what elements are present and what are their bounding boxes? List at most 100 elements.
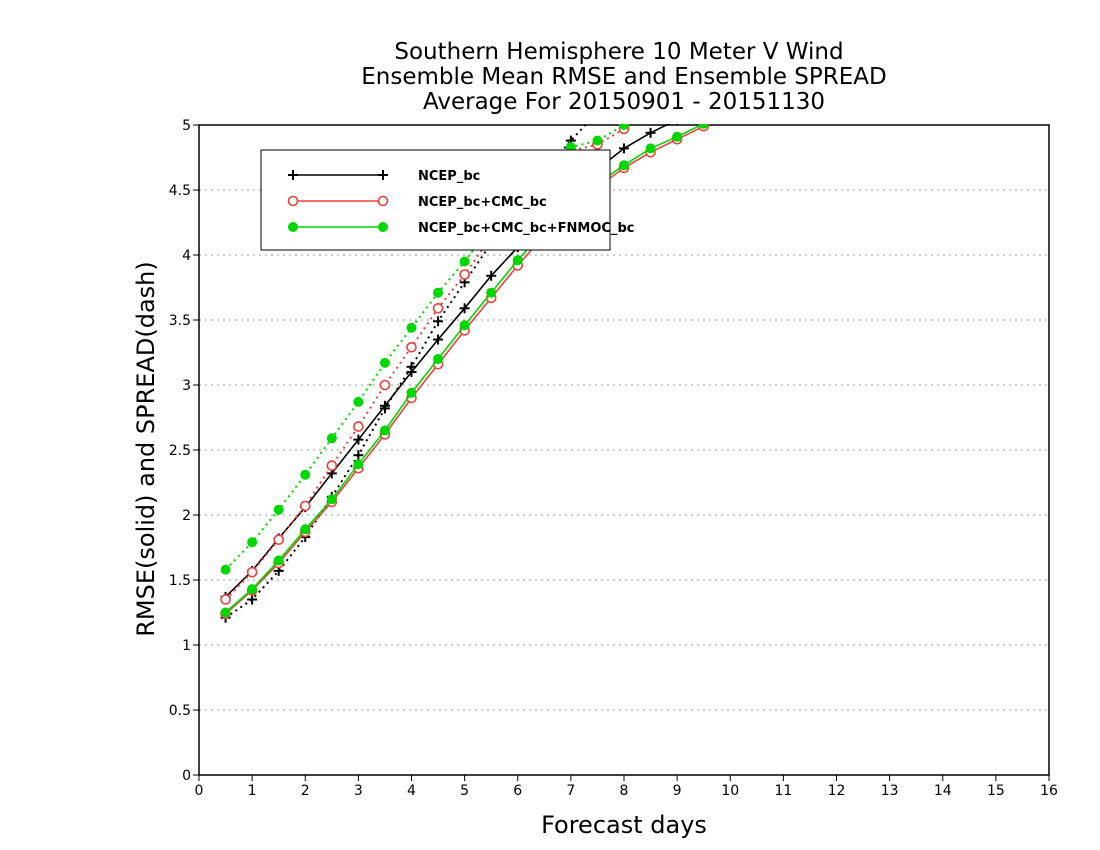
spread-point — [220, 564, 231, 575]
x-tick-label: 8 — [620, 783, 629, 799]
rmse-point — [672, 131, 683, 142]
rmse-point — [676, 124, 679, 125]
x-tick-label: 4 — [407, 783, 416, 799]
spread-point — [379, 379, 391, 391]
legend: NCEP_bc NCEP_bc+CMC_bc NCEP_bc+CMC_bc+FNMO… — [260, 149, 634, 251]
y-tick-label: 2.5 — [169, 443, 191, 459]
spread-line — [224, 124, 588, 619]
rmse-point — [459, 320, 470, 331]
spread-point — [433, 316, 444, 327]
x-tick-label: 14 — [934, 783, 952, 799]
spread-point — [273, 504, 284, 515]
legend-entry: NCEP_bc+CMC_bc+FNMOC_bc — [288, 221, 634, 236]
x-tick-label: 10 — [721, 783, 739, 799]
spread-point — [353, 450, 364, 461]
x-tick-label: 3 — [354, 783, 363, 799]
x-tick-label: 7 — [566, 783, 575, 799]
legend-box — [260, 149, 611, 251]
x-tick-label: 13 — [881, 783, 899, 799]
spread-point — [246, 566, 258, 578]
y-tick-label: 1 — [182, 638, 191, 654]
spread-point — [299, 500, 311, 512]
rmse-point — [247, 584, 258, 595]
spread-point — [619, 124, 629, 130]
y-tick-label: 0.5 — [169, 703, 191, 719]
x-tick-label: 5 — [460, 783, 469, 799]
y-tick-label: 4.5 — [169, 183, 191, 199]
rmse-point — [619, 143, 629, 154]
axes-layer: 00.511.522.533.544.550 1 2 3 4 5 6 7 8 9 10 11 12 13 1… — [169, 118, 1058, 799]
legend-label: NCEP_bc+CMC_bc+FNMOC_bc — [418, 221, 634, 236]
legend-marker — [287, 195, 299, 207]
grid-layer — [199, 189, 1049, 711]
legend-label: NCEP_bc — [418, 169, 480, 184]
legend-marker — [378, 170, 388, 180]
rmse-point — [273, 555, 284, 566]
y-tick-label: 5 — [182, 118, 191, 134]
x-tick-label: 12 — [828, 783, 846, 799]
x-tick-label: 2 — [301, 783, 310, 799]
x-tick-label: 15 — [987, 783, 1005, 799]
legend-marker — [288, 170, 298, 180]
spread-point — [273, 534, 284, 546]
rmse-point — [220, 607, 231, 618]
spread-line — [224, 124, 634, 601]
rmse-line — [225, 124, 671, 598]
spread-point — [406, 341, 417, 353]
x-tick-label: 0 — [195, 783, 204, 799]
rmse-point — [433, 334, 444, 345]
x-tick-label: 9 — [673, 783, 682, 799]
legend-label: NCEP_bc+CMC_bc — [418, 195, 547, 210]
rmse-point — [645, 127, 656, 138]
spread-point — [432, 302, 444, 314]
chart-title-line-2: Ensemble Mean RMSE and Ensemble SPREAD — [361, 64, 886, 90]
spread-point — [353, 396, 364, 407]
spread-point — [326, 460, 338, 471]
spread-point — [592, 135, 603, 146]
chart-title-line-1: Southern Hemisphere 10 Meter V Wind — [394, 39, 843, 65]
rmse-point — [645, 143, 656, 154]
y-tick-label: 3 — [182, 378, 191, 394]
x-tick-label: 1 — [248, 783, 257, 799]
spread-point — [247, 594, 258, 605]
rmse-point — [326, 494, 337, 505]
spread-point — [353, 421, 364, 432]
legend-marker — [378, 222, 388, 232]
spread-point — [459, 269, 470, 280]
spread-point — [433, 287, 444, 298]
rmse-point — [619, 160, 629, 171]
spread-point — [300, 469, 311, 480]
x-tick-label: 16 — [1040, 783, 1058, 799]
rmse-point — [512, 255, 523, 266]
x-tick-label: 11 — [774, 783, 792, 799]
rmse-point — [379, 425, 390, 436]
rmse-point — [433, 354, 444, 364]
spread-point — [247, 537, 258, 548]
y-tick-label: 4 — [182, 248, 191, 264]
y-tick-label: 0 — [182, 768, 191, 784]
legend-marker — [377, 195, 389, 207]
y-tick-label: 1.5 — [169, 573, 191, 589]
spread-point — [406, 361, 417, 372]
rmse-point — [459, 303, 470, 314]
rmse-line — [225, 124, 706, 614]
spread-point — [220, 594, 231, 605]
spread-point — [406, 322, 417, 333]
spread-point — [379, 403, 390, 414]
y-axis-label: RMSE(solid) and SPREAD(dash) — [132, 261, 160, 637]
spread-point — [379, 357, 390, 368]
spread-point — [326, 433, 337, 444]
rmse-point — [486, 287, 497, 298]
chart-title-line-3: Average For 20150901 - 20151130 — [423, 89, 825, 115]
y-tick-label: 2 — [182, 508, 191, 524]
legend-entry: NCEP_bc — [288, 169, 480, 184]
legend-entry: NCEP_bc+CMC_bc — [287, 195, 547, 210]
x-tick-label: 6 — [513, 783, 522, 799]
legend-marker — [288, 222, 298, 232]
rmse-point — [698, 124, 709, 129]
rmse-point — [353, 459, 364, 470]
spread-point — [459, 256, 470, 267]
rmse-point — [406, 387, 417, 398]
rmse-point — [486, 270, 497, 281]
